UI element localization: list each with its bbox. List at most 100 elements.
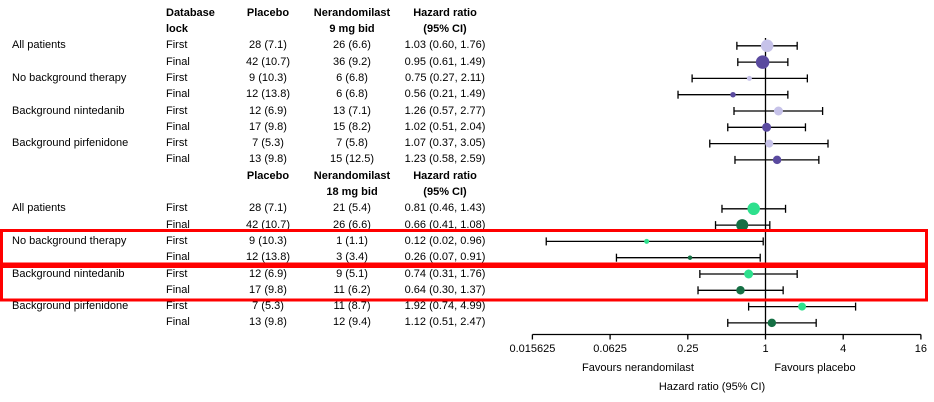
hr-point-marker bbox=[762, 122, 772, 132]
placebo-value: 13 (9.8) bbox=[249, 153, 287, 166]
drug-value: 7 (5.8) bbox=[336, 137, 368, 150]
lock-value: Final bbox=[166, 120, 190, 133]
hr-point-marker bbox=[773, 106, 783, 116]
drug-value: 13 (7.1) bbox=[333, 104, 371, 117]
group-label: All patients bbox=[12, 39, 66, 52]
hr-value: 1.12 (0.51, 2.47) bbox=[404, 316, 486, 329]
hr-point-marker bbox=[736, 286, 745, 295]
drug-value: 26 (6.6) bbox=[333, 39, 371, 52]
hr-point-marker bbox=[755, 55, 770, 69]
group-label: All patients bbox=[12, 202, 66, 215]
hr-value: 0.64 (0.30, 1.37) bbox=[404, 283, 486, 296]
placebo-value: 17 (9.8) bbox=[249, 283, 287, 296]
highlight-box bbox=[0, 265, 928, 302]
hr-value: 0.95 (0.61, 1.49) bbox=[404, 55, 486, 68]
x-tick-label: 0.015625 bbox=[509, 343, 556, 355]
placebo-value: 9 (10.3) bbox=[249, 234, 287, 247]
placebo-value: 12 (6.9) bbox=[249, 104, 287, 117]
column-header-hr: Hazard ratio bbox=[413, 6, 477, 19]
group-label: No background therapy bbox=[12, 71, 127, 84]
hr-value: 1.02 (0.51, 2.04) bbox=[404, 120, 486, 133]
lock-value: Final bbox=[166, 251, 190, 264]
column-header-lock: lock bbox=[166, 23, 189, 35]
group-label: Background pirfenidone bbox=[12, 137, 129, 150]
column-header-hr: Hazard ratio bbox=[413, 169, 477, 182]
column-header-lock: Database bbox=[166, 6, 215, 19]
x-tick-label: 0.0625 bbox=[593, 343, 627, 355]
lock-value: First bbox=[166, 202, 188, 215]
drug-value: 11 (6.2) bbox=[333, 283, 371, 296]
hr-value: 1.26 (0.57, 2.77) bbox=[404, 104, 486, 117]
column-header-drug: 18 mg bid bbox=[326, 186, 378, 198]
drug-value: 9 (5.1) bbox=[336, 267, 368, 280]
placebo-value: 17 (9.8) bbox=[249, 120, 287, 133]
hr-point-marker bbox=[746, 75, 752, 81]
lock-value: First bbox=[166, 267, 188, 280]
placebo-value: 9 (10.3) bbox=[249, 71, 287, 84]
lock-value: First bbox=[166, 71, 188, 84]
lock-value: First bbox=[166, 234, 188, 247]
lock-value: Final bbox=[166, 88, 190, 101]
placebo-value: 12 (6.9) bbox=[249, 267, 287, 280]
placebo-value: 12 (13.8) bbox=[245, 88, 291, 101]
hr-point-marker bbox=[736, 219, 749, 232]
x-tick-label: 16 bbox=[914, 343, 928, 355]
hr-point-marker bbox=[767, 318, 777, 328]
hr-value: 0.12 (0.02, 0.96) bbox=[404, 234, 486, 247]
group-label: Background nintedanib bbox=[12, 267, 125, 280]
placebo-value: 12 (13.8) bbox=[245, 251, 291, 264]
hr-point-marker bbox=[747, 202, 760, 216]
hr-value: 0.74 (0.31, 1.76) bbox=[404, 267, 486, 280]
drug-value: 1 (1.1) bbox=[336, 234, 368, 247]
drug-value: 3 (3.4) bbox=[336, 251, 368, 264]
hr-value: 0.75 (0.27, 2.11) bbox=[405, 71, 485, 84]
column-header-hr: (95% CI) bbox=[423, 23, 467, 35]
column-header-drug: 9 mg bid bbox=[329, 23, 375, 35]
placebo-value: 28 (7.1) bbox=[249, 39, 287, 52]
x-tick-label: 4 bbox=[840, 343, 847, 355]
column-header-drug: Nerandomilast bbox=[313, 6, 391, 19]
lock-value: First bbox=[166, 137, 188, 150]
lock-value: First bbox=[166, 300, 188, 313]
hr-value: 1.23 (0.58, 2.59) bbox=[404, 153, 486, 166]
hr-point-marker bbox=[798, 302, 807, 311]
column-header-placebo: Placebo bbox=[246, 169, 290, 182]
placebo-value: 7 (5.3) bbox=[252, 137, 284, 150]
drug-value: 15 (12.5) bbox=[329, 153, 375, 166]
hr-value: 1.07 (0.37, 3.05) bbox=[404, 137, 486, 150]
column-header-drug: Nerandomilast bbox=[313, 169, 391, 182]
placebo-value: 28 (7.1) bbox=[249, 202, 287, 215]
lock-value: Final bbox=[166, 218, 190, 231]
drug-value: 26 (6.6) bbox=[333, 218, 371, 231]
lock-value: Final bbox=[166, 55, 190, 68]
drug-value: 15 (8.2) bbox=[333, 120, 371, 133]
lock-value: First bbox=[166, 39, 188, 52]
placebo-value: 13 (9.8) bbox=[249, 316, 287, 329]
column-header-placebo: Placebo bbox=[246, 6, 290, 19]
group-label: Background nintedanib bbox=[12, 104, 125, 117]
hr-point-marker bbox=[730, 91, 736, 98]
hr-point-marker bbox=[765, 139, 774, 148]
x-tick-label: 1 bbox=[762, 343, 769, 355]
hr-point-marker bbox=[772, 155, 782, 165]
column-header-hr: (95% CI) bbox=[423, 186, 467, 198]
x-axis-title: Hazard ratio (95% CI) bbox=[658, 381, 766, 393]
hr-value: 0.26 (0.07, 0.91) bbox=[404, 251, 486, 264]
hr-value: 1.92 (0.74, 4.99) bbox=[404, 300, 486, 313]
lock-value: First bbox=[166, 104, 188, 117]
lock-value: Final bbox=[166, 283, 190, 296]
drug-value: 21 (5.4) bbox=[333, 202, 371, 215]
lock-value: Final bbox=[166, 153, 190, 166]
drug-value: 6 (6.8) bbox=[336, 71, 368, 84]
hr-value: 0.81 (0.46, 1.43) bbox=[404, 202, 486, 215]
hr-value: 0.66 (0.41, 1.08) bbox=[404, 218, 486, 231]
hr-value: 0.56 (0.21, 1.49) bbox=[404, 88, 486, 101]
placebo-value: 42 (10.7) bbox=[245, 55, 291, 68]
hr-point-marker bbox=[687, 255, 693, 260]
hr-point-marker bbox=[760, 39, 774, 53]
hr-value: 1.03 (0.60, 1.76) bbox=[404, 39, 486, 52]
hr-point-marker bbox=[644, 238, 650, 244]
drug-value: 6 (6.8) bbox=[336, 88, 368, 101]
favours-right-label: Favours placebo bbox=[774, 362, 856, 374]
